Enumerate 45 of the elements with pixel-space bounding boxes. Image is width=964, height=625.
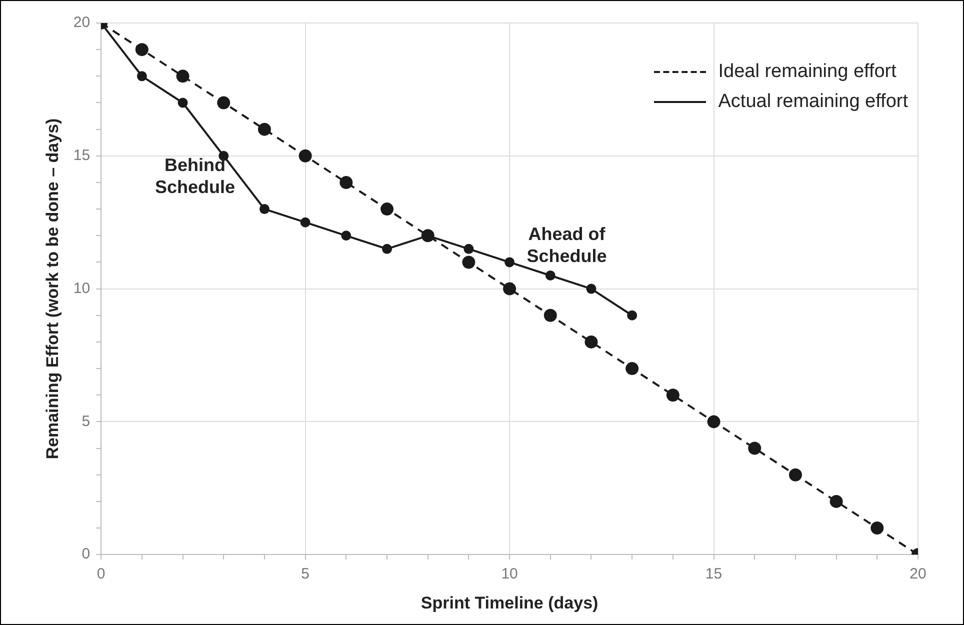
x-tick-label: 5	[301, 566, 310, 583]
point	[788, 468, 802, 482]
point	[464, 244, 474, 254]
x-tick-label: 15	[705, 566, 722, 583]
x-axis-title: Sprint Timeline (days)	[420, 593, 598, 612]
point	[830, 494, 843, 508]
point	[503, 282, 516, 296]
point	[544, 308, 557, 322]
annotation: Behind Schedule	[155, 155, 236, 198]
point	[298, 149, 312, 162]
point	[626, 362, 639, 376]
point	[136, 71, 147, 82]
y-tick-label: 5	[82, 412, 90, 430]
legend-label: Ideal remaining effort	[718, 61, 896, 83]
point	[545, 270, 556, 281]
y-tick-label: 0	[82, 546, 90, 563]
point	[217, 96, 230, 110]
point	[462, 256, 476, 269]
x-tick-label: 10	[501, 566, 518, 583]
y-tick-label: 10	[73, 280, 90, 297]
point	[341, 230, 352, 241]
point	[666, 388, 680, 402]
annotation: Ahead of Schedule	[526, 224, 607, 266]
point	[382, 244, 392, 254]
x-tick-label: 20	[910, 566, 926, 583]
point	[584, 335, 598, 348]
y-tick-label: 15	[73, 147, 90, 164]
point	[870, 522, 884, 535]
y-tick-label: 20	[73, 14, 90, 32]
point	[504, 257, 515, 268]
point	[627, 310, 638, 320]
point	[259, 204, 270, 214]
point	[176, 70, 190, 83]
point	[340, 176, 353, 189]
point	[707, 415, 720, 428]
point	[135, 43, 148, 56]
point	[300, 217, 310, 228]
x-tick-label: 0	[96, 566, 106, 583]
point	[178, 98, 188, 108]
point	[586, 284, 596, 294]
point	[258, 122, 271, 136]
point	[380, 202, 394, 216]
point	[748, 442, 762, 455]
legend-label: Actual remaining effort	[718, 91, 908, 113]
y-axis-title: Remaining Effort (work to be done – days)	[42, 118, 62, 460]
